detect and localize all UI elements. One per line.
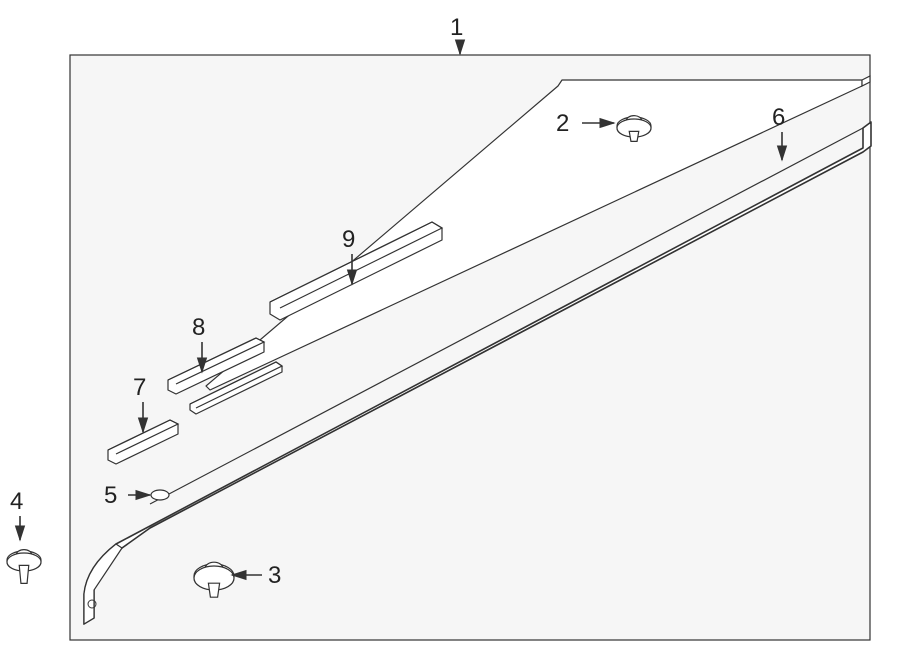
callout-c7: 7 xyxy=(133,376,146,400)
callout-c3: 3 xyxy=(268,564,281,588)
diagram-svg xyxy=(0,0,900,661)
callout-c9: 9 xyxy=(342,228,355,252)
callout-c5: 5 xyxy=(104,484,117,508)
callout-c4: 4 xyxy=(10,490,23,514)
callout-c6: 6 xyxy=(772,106,785,130)
parts-diagram: { "canvas": {"w": 900, "h": 661, "bg": "… xyxy=(0,0,900,661)
callout-c8: 8 xyxy=(192,316,205,340)
callout-c1: 1 xyxy=(450,16,463,40)
callout-c2: 2 xyxy=(556,112,569,136)
